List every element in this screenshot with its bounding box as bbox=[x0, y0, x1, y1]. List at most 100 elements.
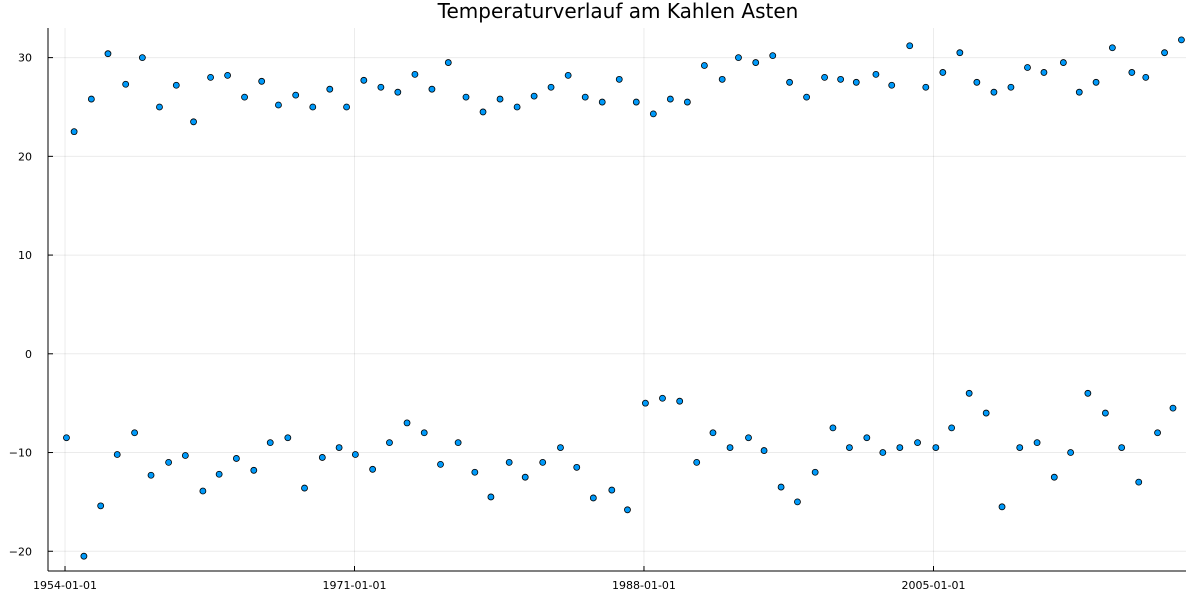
data-point bbox=[258, 77, 266, 85]
data-point bbox=[852, 78, 860, 86]
data-point bbox=[122, 80, 130, 88]
data-point bbox=[530, 92, 538, 100]
data-point bbox=[309, 103, 317, 111]
data-point bbox=[1007, 83, 1015, 91]
data-point bbox=[581, 93, 589, 101]
x-tick-label: 1954-01-01 bbox=[33, 579, 97, 592]
data-point bbox=[1101, 409, 1109, 417]
data-point bbox=[521, 473, 529, 481]
data-point bbox=[1024, 64, 1031, 71]
data-point bbox=[462, 93, 470, 101]
data-point bbox=[649, 110, 657, 118]
data-point bbox=[1135, 478, 1143, 486]
data-point bbox=[335, 444, 343, 451]
data-point bbox=[632, 98, 640, 106]
data-point bbox=[872, 71, 880, 78]
data-point bbox=[1108, 44, 1116, 52]
data-point bbox=[718, 75, 726, 83]
data-points bbox=[63, 36, 1185, 560]
data-point bbox=[939, 69, 947, 76]
data-point bbox=[199, 487, 207, 495]
data-point bbox=[394, 88, 402, 96]
y-tick-label: 10 bbox=[18, 249, 32, 262]
data-point bbox=[224, 71, 231, 79]
data-point bbox=[642, 399, 649, 407]
data-point bbox=[1067, 449, 1075, 456]
data-point bbox=[1084, 389, 1092, 397]
data-point bbox=[207, 73, 214, 81]
data-point bbox=[1033, 439, 1041, 447]
data-point bbox=[156, 103, 163, 111]
data-point bbox=[547, 83, 555, 91]
data-point bbox=[760, 447, 768, 454]
data-point bbox=[990, 88, 998, 96]
data-point bbox=[896, 444, 904, 451]
data-point bbox=[437, 460, 444, 468]
data-point bbox=[965, 389, 973, 397]
data-point bbox=[1059, 59, 1067, 66]
data-point bbox=[97, 502, 105, 510]
data-point bbox=[351, 451, 359, 458]
data-point bbox=[982, 409, 990, 417]
y-tick-label: 0 bbox=[25, 348, 32, 361]
data-point bbox=[709, 429, 717, 437]
data-point bbox=[608, 486, 616, 494]
data-point bbox=[693, 458, 701, 466]
data-point bbox=[284, 434, 292, 442]
data-point bbox=[411, 71, 419, 78]
data-point bbox=[165, 458, 173, 466]
data-point bbox=[888, 81, 896, 89]
data-point bbox=[863, 434, 871, 442]
data-point bbox=[513, 103, 521, 111]
y-tick-label: −10 bbox=[9, 447, 32, 460]
data-point bbox=[326, 85, 334, 93]
data-point bbox=[922, 83, 930, 91]
data-point bbox=[769, 52, 777, 60]
y-tick-label: −20 bbox=[9, 545, 32, 558]
data-point bbox=[343, 103, 350, 111]
data-point bbox=[1154, 429, 1161, 437]
data-point bbox=[1050, 473, 1058, 481]
data-point bbox=[564, 71, 572, 79]
data-point bbox=[557, 444, 564, 451]
data-point bbox=[998, 503, 1006, 511]
data-point bbox=[292, 91, 300, 99]
data-point bbox=[1016, 444, 1024, 451]
data-point bbox=[1161, 49, 1168, 57]
data-point bbox=[846, 444, 853, 451]
chart-title: Temperaturverlauf am Kahlen Asten bbox=[437, 0, 799, 23]
data-point bbox=[479, 108, 487, 116]
data-point bbox=[666, 95, 674, 103]
y-tick-label: 20 bbox=[18, 150, 32, 163]
data-point bbox=[811, 468, 819, 476]
data-point bbox=[752, 59, 760, 66]
data-point bbox=[386, 439, 393, 447]
data-point bbox=[181, 452, 189, 459]
x-tick-label: 2005-01-01 bbox=[902, 579, 966, 592]
data-point bbox=[573, 463, 581, 471]
data-point bbox=[745, 434, 752, 442]
data-point bbox=[266, 439, 274, 447]
tick-labels: 1954-01-01 1971-01-01 1988-01-01 2005-01-01… bbox=[9, 52, 966, 592]
data-point bbox=[241, 93, 248, 101]
data-point bbox=[821, 73, 828, 81]
data-point bbox=[615, 75, 623, 83]
data-point bbox=[1169, 404, 1177, 412]
data-point bbox=[190, 118, 197, 126]
axes bbox=[47, 28, 1186, 572]
data-point bbox=[598, 98, 606, 106]
data-point bbox=[794, 498, 801, 506]
data-point bbox=[471, 468, 479, 476]
data-point bbox=[428, 85, 436, 93]
data-point bbox=[377, 83, 385, 91]
data-point bbox=[879, 449, 887, 456]
data-point bbox=[659, 394, 666, 402]
data-point bbox=[837, 75, 845, 83]
data-point bbox=[301, 484, 308, 492]
data-point bbox=[956, 49, 964, 57]
data-point bbox=[803, 93, 810, 101]
data-point bbox=[829, 424, 837, 432]
data-point bbox=[80, 552, 88, 560]
